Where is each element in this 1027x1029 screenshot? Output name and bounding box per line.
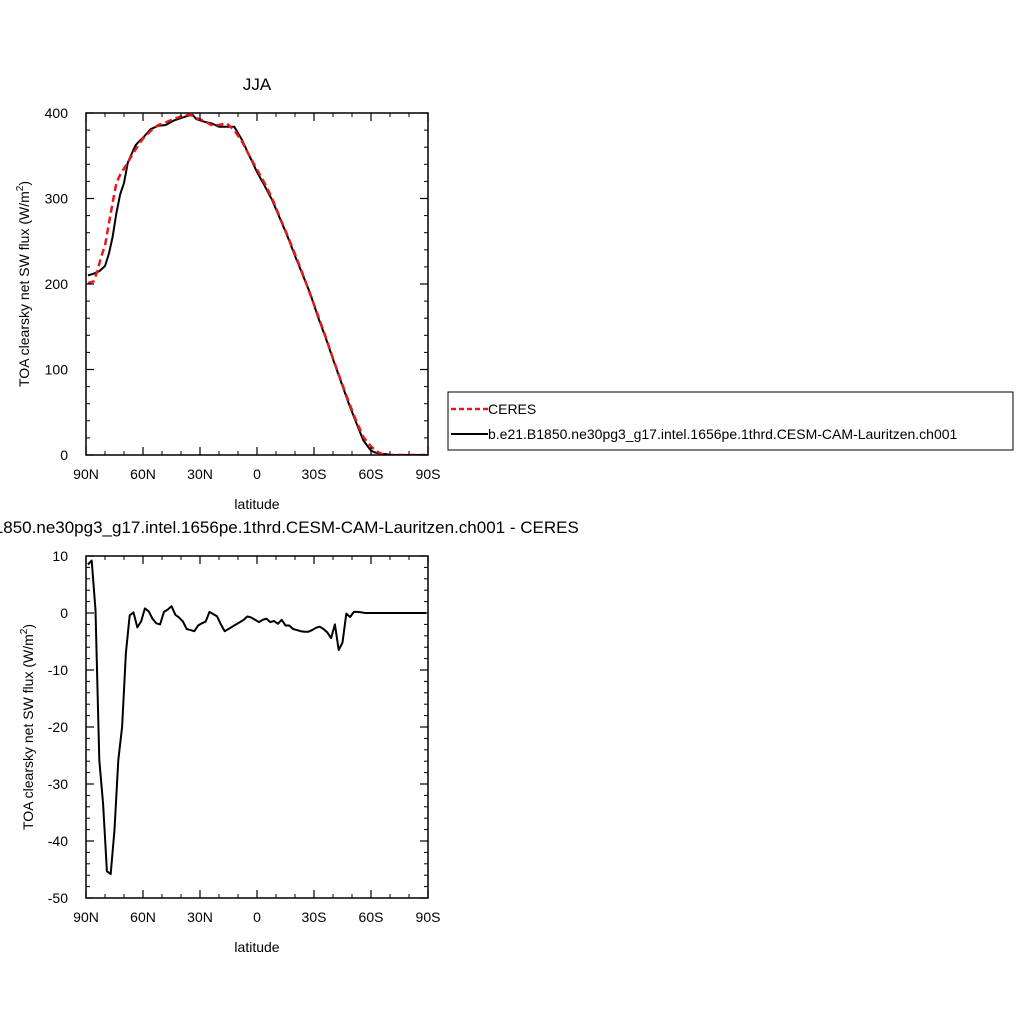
y-tick-label: -40: [48, 833, 68, 849]
x-tick-label: 90N: [73, 466, 99, 482]
plot-frame: [85, 112, 429, 456]
x-tick-label: 90N: [73, 909, 99, 925]
y-tick-label: -10: [48, 662, 68, 678]
x-axis-label: latitude: [234, 496, 279, 512]
climatology-panel: JJA 90N 60N 30N 0 30S 60S 90S 0 100 200 300 400 TOA…: [15, 75, 440, 512]
x-tick-label: 30N: [187, 466, 213, 482]
y-tick-label: -20: [48, 719, 68, 735]
x-tick-label: 60S: [359, 909, 384, 925]
legend-box: [447, 391, 1014, 451]
x-tick-label: 60N: [130, 909, 156, 925]
y-axis-label: TOA clearsky net SW flux (W/m2): [19, 624, 36, 830]
y-tick-label: 10: [52, 548, 68, 564]
axes: 90N 60N 30N 0 30S 60S 90S 0 100 200 300 400: [45, 105, 441, 482]
x-tick-label: 0: [253, 909, 261, 925]
plot-frame: [85, 555, 429, 899]
series-line-ceres: [87, 113, 427, 455]
y-tick-label: 400: [45, 105, 69, 121]
y-tick-label: 0: [60, 605, 68, 621]
y-tick-label: -50: [48, 890, 68, 906]
y-axis-label: TOA clearsky net SW flux (W/m2): [15, 181, 32, 387]
legend: CERES b.e21.B1850.ne30pg3_g17.intel.1656…: [447, 391, 1014, 451]
y-tick-label: 300: [45, 191, 69, 207]
x-tick-label: 90S: [416, 466, 441, 482]
chart-title: JJA: [243, 75, 272, 94]
legend-model-label: b.e21.B1850.ne30pg3_g17.intel.1656pe.1th…: [488, 426, 958, 442]
x-tick-label: 60S: [359, 466, 384, 482]
chart-title: b.e21.B1850.ne30pg3_g17.intel.1656pe.1th…: [0, 518, 579, 537]
y-tick-label: 200: [45, 276, 69, 292]
series-group: [87, 113, 427, 455]
y-tick-label: -30: [48, 776, 68, 792]
x-tick-label: 60N: [130, 466, 156, 482]
y-tick-label: 100: [45, 362, 69, 378]
x-tick-label: 0: [253, 466, 261, 482]
x-tick-label: 90S: [416, 909, 441, 925]
series-line-model: [87, 559, 427, 876]
x-tick-label: 30S: [302, 909, 327, 925]
y-tick-label: 0: [60, 447, 68, 463]
axes: 90N 60N 30N 0 30S 60S 90S -50 -40 -30 -20 -10 0 10: [48, 548, 441, 925]
difference-panel: b.e21.B1850.ne30pg3_g17.intel.1656pe.1th…: [0, 518, 579, 955]
x-axis-label: latitude: [234, 939, 279, 955]
series-group: [87, 559, 427, 876]
series-line-model: [87, 113, 427, 455]
x-tick-label: 30S: [302, 466, 327, 482]
legend-ceres-label: CERES: [488, 401, 536, 417]
x-tick-label: 30N: [187, 909, 213, 925]
